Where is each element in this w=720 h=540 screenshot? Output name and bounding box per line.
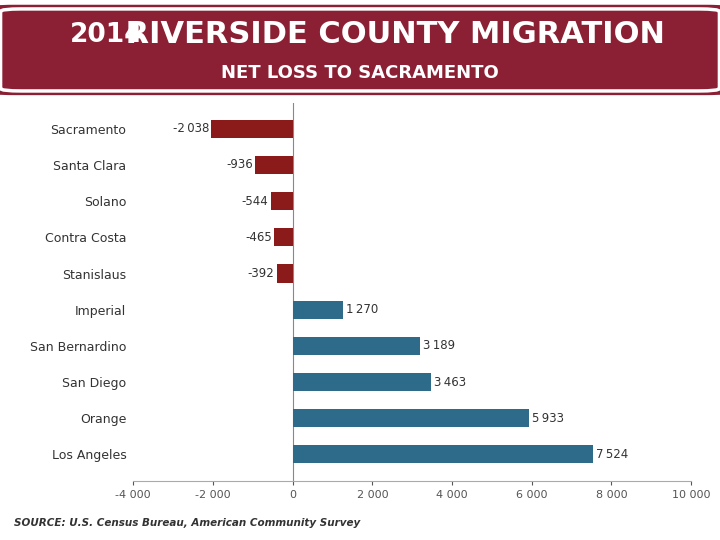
Text: 5 933: 5 933 xyxy=(532,411,564,424)
Bar xyxy=(271,192,292,210)
Bar xyxy=(256,156,292,174)
FancyBboxPatch shape xyxy=(0,5,720,95)
Text: SOURCE: U.S. Census Bureau, American Community Survey: SOURCE: U.S. Census Bureau, American Com… xyxy=(14,518,361,529)
Text: RIVERSIDE COUNTY MIGRATION: RIVERSIDE COUNTY MIGRATION xyxy=(114,21,665,49)
Text: 3 463: 3 463 xyxy=(434,375,466,389)
Text: -465: -465 xyxy=(245,231,271,244)
Text: -392: -392 xyxy=(248,267,274,280)
Bar xyxy=(292,373,431,391)
Bar xyxy=(292,337,420,355)
Bar xyxy=(292,446,593,463)
Bar xyxy=(274,228,292,246)
Text: 1 270: 1 270 xyxy=(346,303,379,316)
Text: 7 524: 7 524 xyxy=(595,448,628,461)
Text: -544: -544 xyxy=(242,194,269,208)
Bar xyxy=(212,120,292,138)
Bar xyxy=(292,301,343,319)
Text: -2 038: -2 038 xyxy=(173,123,209,136)
Bar xyxy=(292,409,529,427)
Text: 3 189: 3 189 xyxy=(423,339,455,353)
Text: 2014: 2014 xyxy=(70,22,143,48)
Text: -936: -936 xyxy=(226,159,253,172)
Text: NET LOSS TO SACRAMENTO: NET LOSS TO SACRAMENTO xyxy=(221,64,499,83)
Bar xyxy=(277,265,292,282)
